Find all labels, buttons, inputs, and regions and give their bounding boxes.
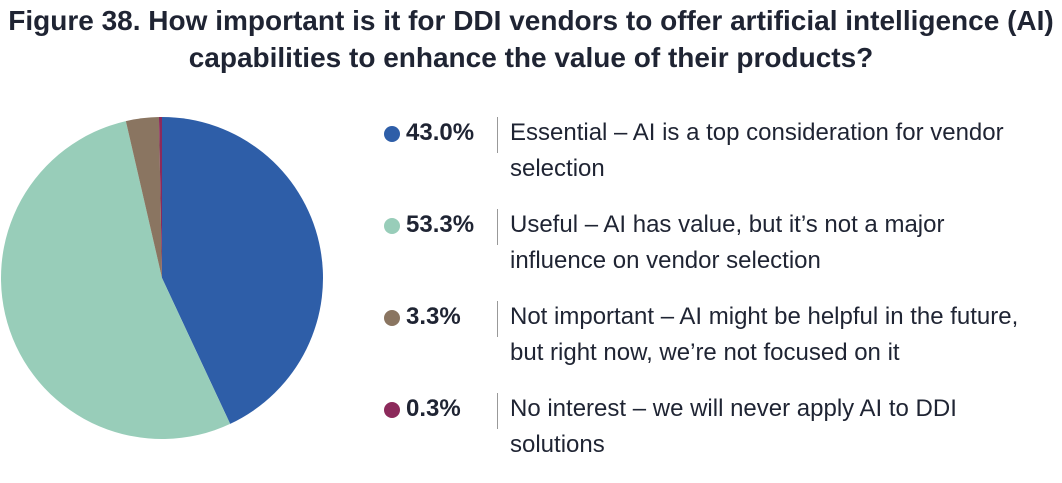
legend-swatch: [384, 218, 400, 234]
pie-slice: [1, 121, 231, 439]
separator: [497, 393, 498, 429]
value-label: 0.3%: [406, 395, 461, 422]
legend-label: Useful – AI has value, but it’s not a ma…: [510, 211, 945, 274]
legend-label: Not important – AI might be helpful in t…: [510, 303, 1019, 366]
pie-chart: [1, 117, 324, 439]
page: Figure 38. How important is it for DDI v…: [1, 5, 1054, 458]
legend-label: Essential – AI is a top consideration fo…: [510, 119, 1004, 182]
pie-slice: [158, 117, 162, 278]
legend-item: 3.3% Not important – AI might be helpful …: [380, 299, 1060, 371]
value-label: 3.3%: [406, 303, 461, 330]
chart-title: Figure 38. How important is it for DDI v…: [8, 5, 1054, 73]
pie-slice: [125, 117, 162, 278]
legend: 43.0% Essential – AI is a top considerati…: [380, 115, 1060, 483]
separator: [497, 117, 498, 153]
separator: [497, 301, 498, 337]
separator: [497, 209, 498, 245]
legend-swatch: [384, 310, 400, 326]
legend-item: 0.3% No interest – we will never apply AI…: [380, 391, 1060, 463]
value-label: 53.3%: [406, 211, 475, 238]
legend-swatch: [384, 402, 400, 418]
legend-swatch: [384, 126, 400, 142]
pie-slice: [162, 117, 324, 424]
value-label: 43.0%: [406, 119, 475, 146]
legend-item: 53.3% Useful – AI has value, but it’s not…: [380, 207, 1060, 279]
legend-item: 43.0% Essential – AI is a top considerati…: [380, 115, 1060, 187]
legend-label: No interest – we will never apply AI to …: [510, 395, 957, 458]
